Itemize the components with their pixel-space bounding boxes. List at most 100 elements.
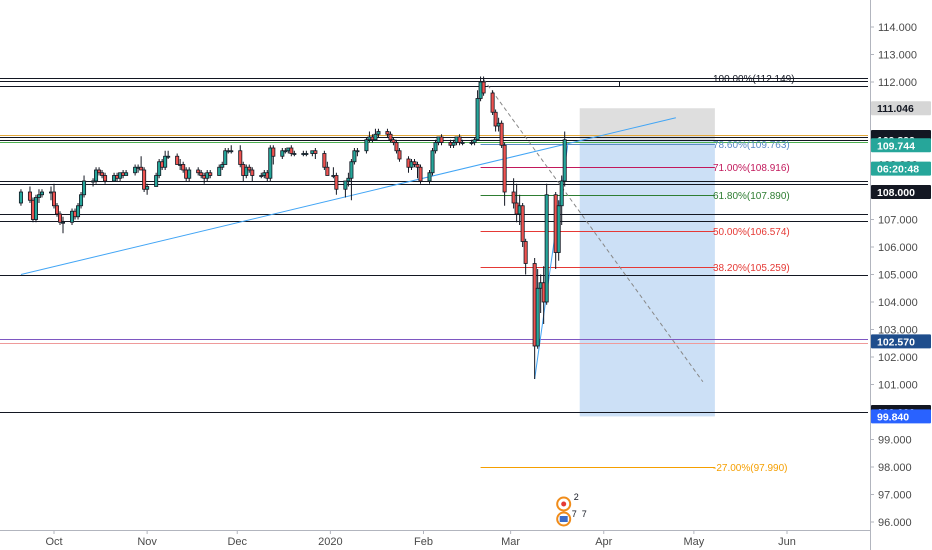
price-tick-label: 98.000 — [878, 462, 912, 474]
candle-body — [475, 98, 480, 141]
fib-level-label: 71.00%(108.916) — [713, 163, 790, 174]
position-box-layer — [579, 108, 715, 417]
candle-body — [493, 111, 498, 127]
candle-body — [457, 136, 462, 143]
price-label-bg — [871, 161, 931, 176]
price-label: 99.840 — [871, 409, 931, 424]
candle-body — [208, 172, 213, 176]
candle — [430, 148, 435, 176]
time-tick-label: Jun — [778, 536, 796, 548]
candle — [33, 194, 38, 223]
candle — [469, 139, 474, 146]
candle-body — [52, 191, 57, 207]
time-tick-label: 2020 — [318, 536, 342, 548]
candle-body — [250, 169, 255, 176]
candle-body — [355, 150, 360, 153]
candle — [154, 172, 159, 187]
candle — [412, 159, 417, 168]
candle — [139, 156, 144, 171]
candle-body — [27, 191, 32, 201]
candle — [457, 134, 462, 146]
candle-body — [163, 155, 168, 168]
candle-body — [472, 139, 477, 143]
candle — [220, 161, 225, 170]
candle-body — [61, 221, 66, 224]
candle-body — [238, 150, 243, 165]
candle — [52, 183, 57, 209]
candle-body — [325, 166, 330, 176]
candle-body — [196, 169, 201, 174]
price-label-text: 102.570 — [877, 336, 915, 348]
candle-body — [364, 139, 369, 152]
events-marker: 27 7 — [556, 492, 587, 527]
candle — [79, 192, 84, 209]
candle-body — [18, 191, 23, 204]
price-label: 06:20:48 — [871, 161, 931, 176]
candle-body — [469, 142, 474, 144]
price-tick-label: 101.000 — [878, 380, 918, 392]
candle-body — [451, 142, 456, 146]
candle — [364, 137, 369, 154]
candle-body — [283, 150, 288, 153]
candle — [556, 200, 561, 261]
candle-body — [292, 153, 297, 155]
candle — [163, 150, 168, 170]
price-tick-label: 112.000 — [878, 77, 917, 89]
candle-body — [97, 169, 102, 174]
candle — [36, 189, 41, 203]
candle — [304, 150, 309, 157]
candle-body — [82, 180, 87, 196]
candle-body — [385, 131, 390, 135]
candle-body — [313, 150, 318, 154]
candle — [61, 216, 66, 234]
candle — [346, 172, 351, 187]
candle-body — [499, 122, 504, 146]
candle-body — [100, 172, 105, 176]
candle — [39, 189, 44, 198]
candle-body — [220, 164, 225, 168]
candle-body — [412, 161, 417, 165]
event-count: 7 — [572, 509, 577, 519]
candle — [490, 90, 495, 115]
candle — [58, 211, 63, 225]
time-axis — [0, 530, 870, 550]
candle — [124, 170, 129, 176]
price-label-text: 111.046 — [877, 103, 914, 115]
candles-layer — [18, 76, 567, 379]
event-icon-dot — [561, 501, 567, 507]
price-tick-label: 114.000 — [878, 22, 917, 34]
price-tick-label: 102.000 — [878, 352, 918, 364]
fibonacci-layer: 100.00%(112.149) 78.60%(109.763) 71.00%(10… — [480, 74, 795, 474]
candle-body — [433, 142, 438, 152]
candle — [313, 148, 318, 159]
candle — [355, 148, 360, 157]
fib-level-label: 100.00%(112.149) — [713, 74, 795, 85]
candle — [259, 172, 264, 179]
candle-body — [376, 131, 381, 135]
price-tick-label: 105.000 — [878, 270, 918, 282]
candle-body — [139, 166, 144, 171]
candle-body — [280, 150, 285, 157]
candle — [142, 167, 147, 192]
candle-body — [562, 139, 567, 182]
candle — [94, 167, 99, 184]
candle — [166, 150, 171, 159]
candle — [472, 137, 477, 146]
candle-body — [187, 169, 192, 179]
candle — [352, 148, 357, 165]
candle-body — [244, 166, 249, 176]
candle-body — [520, 205, 525, 242]
time-tick-label: Oct — [45, 536, 62, 548]
target-zone — [579, 139, 715, 417]
candle-body — [36, 194, 41, 198]
candle-body — [39, 191, 44, 196]
candle — [187, 167, 192, 181]
price-label-bg — [871, 138, 931, 153]
time-tick-label: May — [683, 536, 704, 548]
candle — [334, 172, 339, 195]
candle-body — [511, 191, 516, 204]
candle-body — [490, 92, 495, 113]
candle — [208, 170, 213, 179]
candle — [145, 183, 150, 195]
